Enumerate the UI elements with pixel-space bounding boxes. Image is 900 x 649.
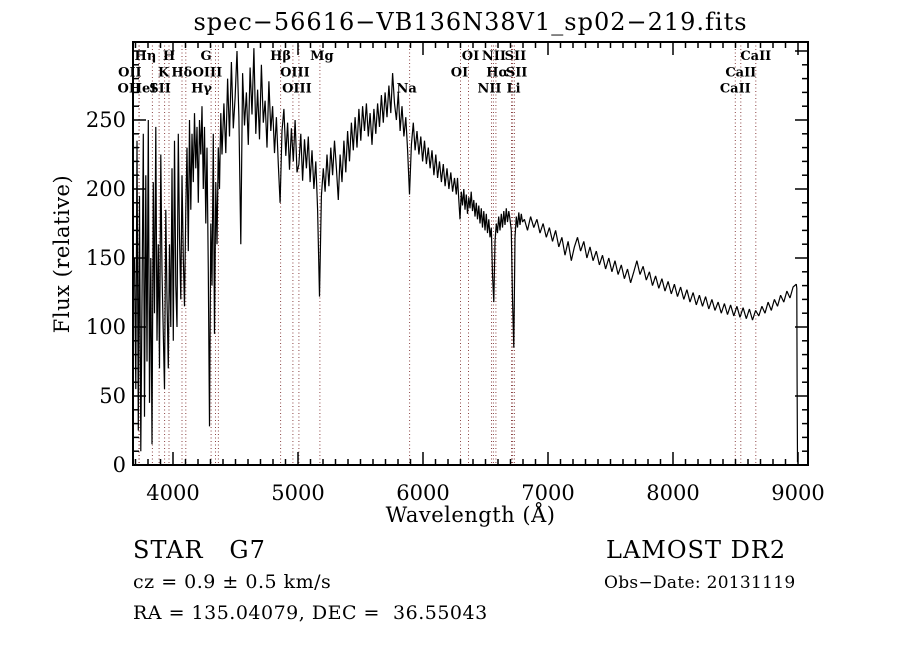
spectral-line-label: Hδ <box>171 66 192 81</box>
spectral-line-label: Na <box>396 82 417 97</box>
y-tick-label: 150 <box>86 246 126 270</box>
spectral-line-label: CaII <box>720 82 751 97</box>
ra-dec-text: RA = 135.04079, DEC = 36.55043 <box>133 602 488 624</box>
y-tick-label: 250 <box>86 108 126 132</box>
y-tick-label: 200 <box>86 177 126 201</box>
survey-release-text: LAMOST DR2 <box>606 536 787 564</box>
spectral-line-label: Hγ <box>191 82 212 97</box>
cz-velocity-text: cz = 0.9 ± 0.5 km/s <box>133 571 332 593</box>
spectral-line-label: SII <box>149 82 171 97</box>
spectrum-curve <box>133 48 799 463</box>
spectral-line-label: CaII <box>740 49 771 64</box>
spectral-line-label: G <box>201 49 212 64</box>
object-class-text: STAR G7 <box>133 536 266 564</box>
spectral-line-label: NII <box>477 82 501 97</box>
x-axis-label: Wavelength (Å) <box>385 503 556 527</box>
spectral-line-label: H <box>163 49 175 64</box>
x-tick-label: 8000 <box>646 481 699 505</box>
spectral-line-label: CaII <box>725 66 756 81</box>
x-tick-label: 5000 <box>271 481 324 505</box>
spectral-line-label: OI <box>451 66 468 81</box>
y-tick-label: 0 <box>113 453 126 477</box>
spectral-line-label: OIII <box>280 66 310 81</box>
spectral-line-label: Hα <box>486 66 508 81</box>
spectral-line-label: OIII <box>282 82 312 97</box>
spectral-line-label: OII <box>118 82 142 97</box>
obs-date-text: Obs−Date: 20131119 <box>604 573 796 593</box>
x-tick-label: 4000 <box>146 481 199 505</box>
spectral-line-label: K <box>158 66 170 81</box>
spectral-line-label: Li <box>506 82 520 97</box>
spectral-line-label: OI <box>462 49 479 64</box>
y-tick-label: 50 <box>99 384 126 408</box>
plot-title: spec−56616−VB136N38V1_sp02−219.fits <box>193 8 748 36</box>
spectral-line-label: OIII <box>193 66 223 81</box>
spectral-line-label: HeI <box>130 82 157 97</box>
plot-frame <box>132 41 809 466</box>
y-tick-label: 100 <box>86 315 126 339</box>
spectral-line-label: Hβ <box>270 49 291 64</box>
x-tick-label: 6000 <box>396 481 449 505</box>
x-tick-label: 7000 <box>521 481 574 505</box>
spectral-line-label: SII <box>505 49 527 64</box>
x-tick-label: 9000 <box>771 481 824 505</box>
spectral-line-label: Hη <box>135 49 157 64</box>
y-axis-label: Flux (relative) <box>50 174 74 334</box>
spectral-line-label: NII <box>482 49 506 64</box>
spectral-line-label: SII <box>506 66 528 81</box>
spectral-line-label: Mg <box>310 49 333 64</box>
spectral-line-label: OII <box>118 66 142 81</box>
